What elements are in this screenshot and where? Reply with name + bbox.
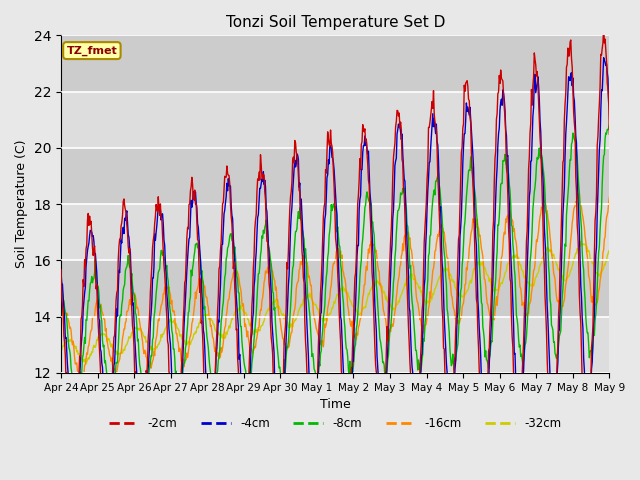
Text: TZ_fmet: TZ_fmet <box>67 46 117 56</box>
Bar <box>61 36 609 92</box>
Y-axis label: Soil Temperature (C): Soil Temperature (C) <box>15 140 28 268</box>
Bar <box>61 204 609 261</box>
X-axis label: Time: Time <box>320 398 351 411</box>
Title: Tonzi Soil Temperature Set D: Tonzi Soil Temperature Set D <box>225 15 445 30</box>
Bar <box>61 317 609 373</box>
Bar <box>61 148 609 204</box>
Bar <box>61 261 609 317</box>
Bar <box>61 92 609 148</box>
Legend: -2cm, -4cm, -8cm, -16cm, -32cm: -2cm, -4cm, -8cm, -16cm, -32cm <box>104 412 566 434</box>
